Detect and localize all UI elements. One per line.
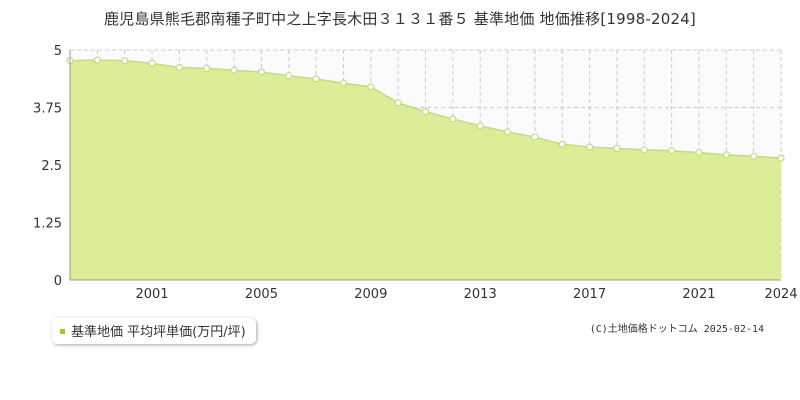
x-tick-label: 2005 <box>245 287 278 302</box>
y-tick-label: 2.5 <box>41 159 62 174</box>
y-tick-label: 1.25 <box>33 217 62 232</box>
area-fill <box>70 60 781 281</box>
y-tick-label: 3.75 <box>33 102 62 117</box>
data-point <box>121 56 129 65</box>
data-point <box>722 151 730 159</box>
data-point <box>449 115 457 123</box>
legend-marker <box>60 329 65 334</box>
data-point <box>367 83 375 91</box>
data-point <box>531 133 539 141</box>
data-point <box>148 59 156 67</box>
legend: 基準地価 平均坪単価(万円/坪) <box>52 318 256 344</box>
data-point <box>613 144 621 153</box>
data-point <box>339 79 348 87</box>
data-point <box>585 143 594 151</box>
x-tick-label: 2021 <box>682 287 715 302</box>
data-point <box>421 108 430 116</box>
x-tick-label: 2013 <box>464 287 497 302</box>
data-point <box>93 56 101 64</box>
chart-title: 鹿児島県熊毛郡南種子町中之上字長木田３１３１番５ 基準地価 地価推移[1998-… <box>103 10 696 28</box>
y-tick-label: 0 <box>54 274 62 289</box>
data-point <box>394 99 402 107</box>
data-point <box>503 128 512 136</box>
data-point <box>285 72 293 80</box>
x-tick-label: 2001 <box>135 287 168 302</box>
data-point <box>640 146 648 154</box>
x-tick-label: 2024 <box>764 287 797 302</box>
y-tick-label: 5 <box>54 44 62 59</box>
x-tick-label: 2009 <box>354 287 387 302</box>
data-point <box>203 64 211 73</box>
data-point <box>312 75 320 83</box>
data-point <box>476 122 484 130</box>
data-point <box>257 68 266 76</box>
data-point <box>668 147 676 155</box>
data-point <box>558 140 566 148</box>
data-point <box>230 66 238 74</box>
x-tick-label: 2017 <box>573 287 606 302</box>
data-point <box>175 63 183 72</box>
credit-text: (C)土地価格ドットコム 2025-02-14 <box>589 324 764 335</box>
data-point <box>777 154 785 162</box>
legend-label: 基準地価 平均坪単価(万円/坪) <box>71 325 246 340</box>
data-point <box>750 152 758 160</box>
data-point <box>695 148 703 157</box>
